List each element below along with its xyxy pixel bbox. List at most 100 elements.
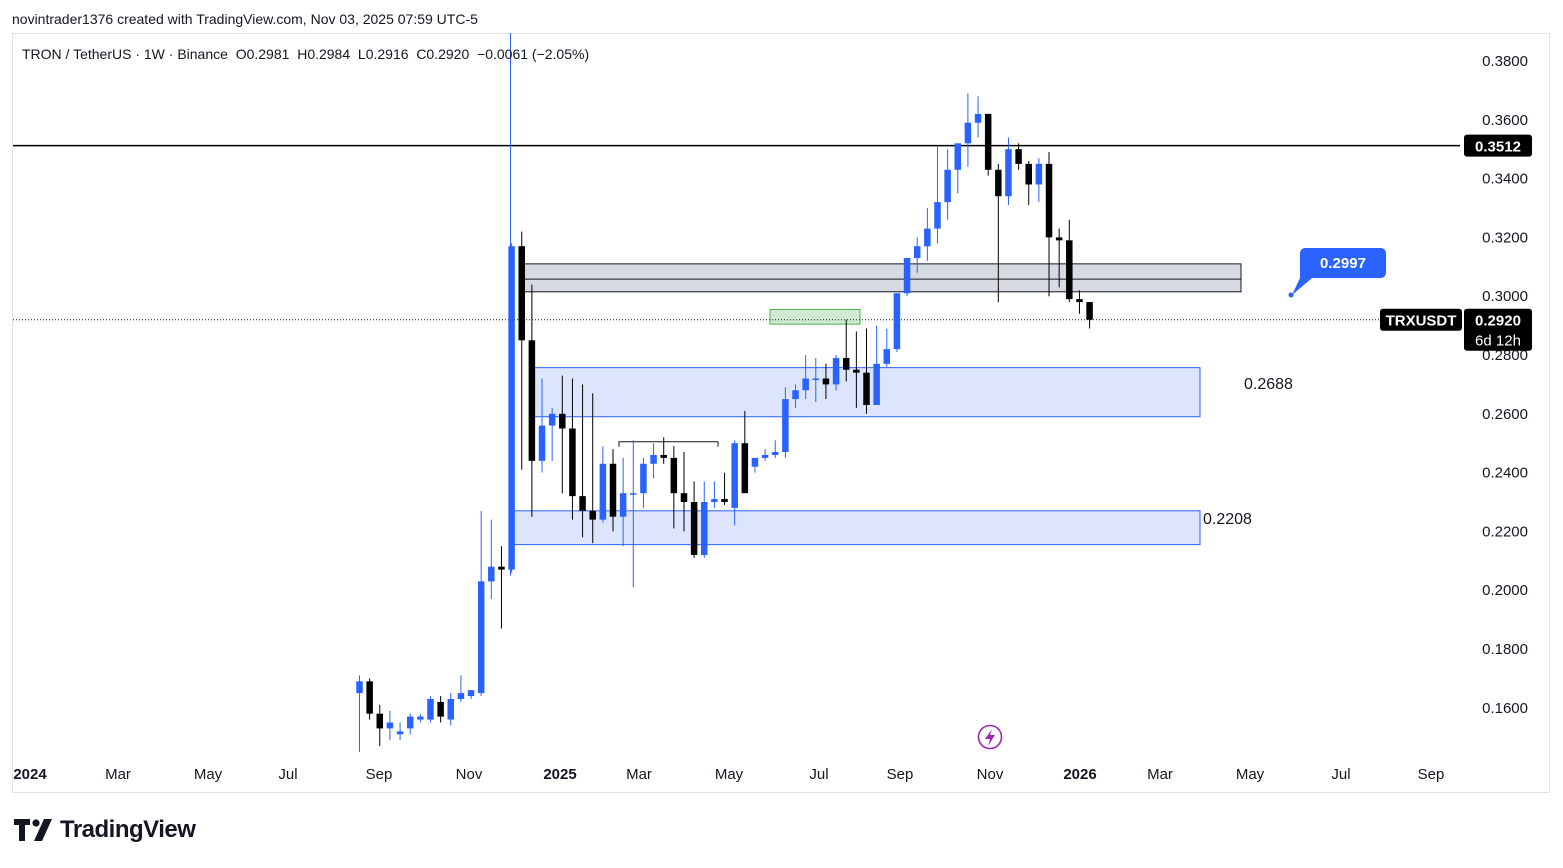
- callout-bubble: [1292, 248, 1386, 295]
- candle-body: [863, 372, 870, 405]
- candle-body: [488, 566, 495, 582]
- candle-body: [711, 499, 718, 502]
- y-tick-label: 0.1800: [1482, 641, 1528, 658]
- candle: [538, 378, 546, 473]
- candle: [1045, 152, 1053, 297]
- candle: [974, 96, 982, 138]
- candle-body: [974, 113, 982, 123]
- candle-body: [1076, 299, 1083, 303]
- candle: [1015, 143, 1022, 170]
- candle: [376, 704, 384, 747]
- candle: [366, 678, 373, 720]
- legend-symbol: TRON / TetherUS · 1W · Binance: [22, 46, 228, 62]
- resistance-price-tag: [1464, 134, 1532, 157]
- x-tick-label: Nov: [456, 766, 483, 783]
- candle: [437, 696, 444, 723]
- candle-body: [579, 496, 586, 511]
- candle-body: [924, 228, 931, 247]
- candle: [721, 472, 728, 505]
- candle: [751, 457, 759, 473]
- zone-3[interactable]: [511, 510, 1201, 546]
- candle: [853, 331, 860, 408]
- candle: [599, 446, 607, 523]
- candle: [356, 675, 363, 752]
- candle-body: [853, 369, 860, 373]
- candle-body: [599, 463, 607, 520]
- candle: [984, 113, 992, 176]
- legend-close: C0.2920: [416, 46, 470, 62]
- candle: [690, 481, 698, 558]
- candle: [508, 243, 515, 573]
- candle-body: [721, 499, 728, 502]
- candle: [1035, 158, 1043, 203]
- candle: [761, 449, 769, 461]
- candle-body: [356, 681, 363, 694]
- candle: [589, 393, 596, 544]
- legend-open: O0.2981: [235, 46, 290, 62]
- candle: [528, 284, 536, 517]
- candle-body: [873, 363, 880, 405]
- candle: [913, 237, 921, 273]
- lightning-icon: [985, 729, 995, 746]
- candle-body: [893, 293, 901, 350]
- candle-body: [660, 454, 667, 458]
- candle-body: [1005, 149, 1012, 197]
- candle-body: [751, 457, 759, 467]
- candle-body: [1055, 237, 1063, 241]
- price-callout[interactable]: 0.2997: [1288, 248, 1387, 298]
- candle: [883, 328, 891, 367]
- candle-body: [903, 257, 911, 294]
- candle-body: [802, 378, 809, 391]
- candle: [822, 363, 830, 400]
- candle: [802, 355, 809, 400]
- countdown-label: 6d 12h: [1475, 333, 1521, 350]
- candle: [782, 387, 789, 458]
- zone-1[interactable]: [769, 308, 861, 325]
- x-tick-label: 2026: [1063, 766, 1096, 783]
- zone-0[interactable]: [521, 263, 1242, 293]
- candle: [1005, 137, 1012, 206]
- candle-body: [619, 493, 627, 517]
- candle-body: [396, 731, 404, 735]
- candle: [792, 384, 799, 408]
- resistance-price-label: 0.3512: [1475, 139, 1521, 156]
- candle: [1025, 160, 1032, 206]
- y-tick-label: 0.3400: [1482, 171, 1528, 188]
- candle: [1066, 219, 1073, 303]
- tradingview-logo[interactable]: TradingView: [14, 816, 196, 844]
- last-price-label: 0.2920: [1475, 313, 1521, 330]
- candle-body: [528, 340, 536, 461]
- x-tick-label: Mar: [1147, 766, 1173, 783]
- y-tick-label: 0.3800: [1482, 53, 1528, 70]
- range-bracket[interactable]: [618, 441, 719, 447]
- last-price-tag: [1464, 308, 1532, 351]
- candle: [386, 710, 394, 741]
- candle-body: [457, 693, 465, 699]
- candle-body: [650, 454, 657, 464]
- candle-body: [883, 349, 891, 364]
- lightning-event-icon[interactable]: [977, 724, 1003, 750]
- candle: [1076, 290, 1083, 314]
- candle-body: [1025, 163, 1032, 185]
- candle-body: [842, 357, 850, 370]
- candle: [559, 375, 566, 494]
- candle: [477, 510, 485, 697]
- x-tick-label: May: [194, 766, 223, 783]
- candle-body: [913, 246, 921, 258]
- candle-body: [559, 413, 566, 429]
- candle-body: [995, 169, 1002, 197]
- y-tick-label: 0.2200: [1482, 523, 1528, 540]
- candle-body: [589, 510, 596, 520]
- candle: [954, 143, 962, 194]
- candle: [579, 384, 586, 538]
- candle-body: [406, 716, 414, 729]
- x-tick-label: Sep: [887, 766, 914, 783]
- candle-body: [1086, 302, 1093, 320]
- candle: [934, 146, 941, 244]
- candle: [701, 481, 708, 558]
- candle-body: [680, 493, 688, 502]
- candle: [670, 446, 678, 529]
- candle-body: [1035, 163, 1043, 185]
- x-tick-label: May: [715, 766, 744, 783]
